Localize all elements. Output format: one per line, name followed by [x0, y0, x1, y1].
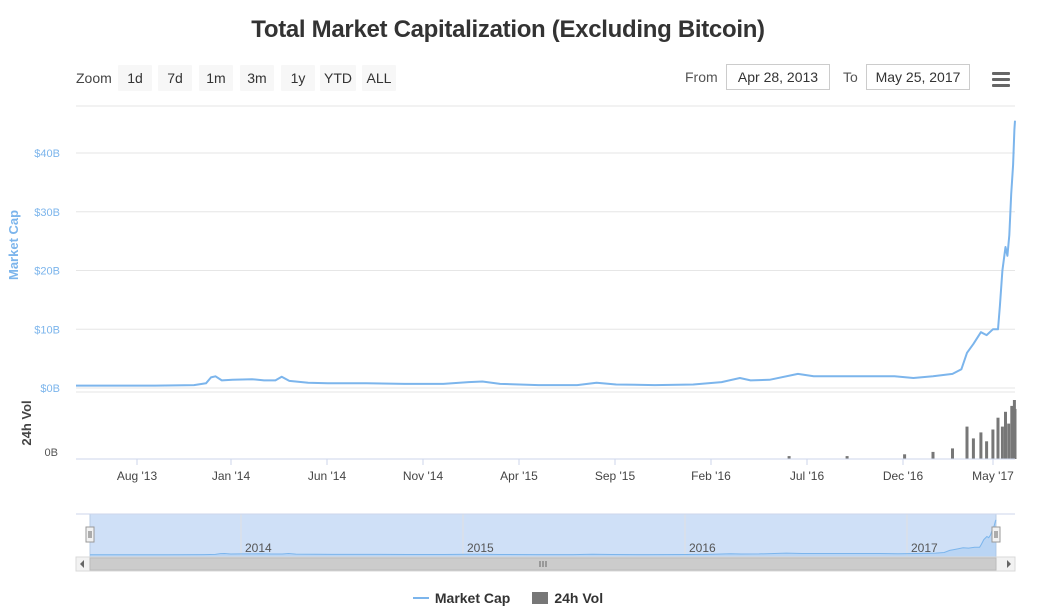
volume-bar [1000, 426, 1004, 460]
legend-item-24h-vol[interactable]: 24h Vol [532, 590, 603, 606]
zoom-3m-button[interactable]: 3m [240, 65, 274, 91]
legend-market-cap-symbol [412, 597, 429, 599]
volume-bar [845, 456, 849, 460]
volume-bar [965, 426, 969, 460]
market-cap-axis-labels: $0B $10B $20B $30B $40B [34, 148, 60, 395]
legend-market-cap-label: Market Cap [434, 590, 511, 606]
handle-body [991, 526, 1001, 543]
to-date-input[interactable]: May 25, 2017 [866, 64, 970, 90]
legend: Market Cap 24h Vol [0, 590, 1016, 606]
x-tick-label: Nov '14 [403, 469, 444, 483]
volume-bar [951, 448, 954, 459]
navigator-scrollbar[interactable] [75, 556, 1016, 572]
hamburger-menu-icon[interactable] [990, 71, 1012, 87]
y-tick-label: $0B [40, 383, 60, 395]
volume-bar [787, 456, 791, 460]
x-tick-label: Sep '15 [595, 469, 636, 483]
legend-24h-vol-symbol [532, 592, 549, 604]
navigator-series-line [90, 519, 997, 556]
volume-bar [1010, 405, 1014, 459]
from-date-input[interactable]: Apr 28, 2013 [726, 64, 830, 90]
volume-bar [931, 451, 935, 459]
zoom-7d-button[interactable]: 7d [158, 65, 192, 91]
y-tick-label: $20B [34, 266, 60, 278]
navigator-year-label: 2017 [911, 541, 938, 555]
volume-bar [996, 417, 1000, 459]
legend-24h-vol-label: 24h Vol [554, 590, 604, 606]
navigator-right-handle[interactable] [991, 526, 1001, 543]
zoom-ytd-button[interactable]: YTD [320, 65, 356, 91]
zoom-all-button[interactable]: ALL [362, 65, 396, 91]
handle-body [85, 526, 95, 543]
volume-bar [991, 429, 995, 459]
volume-series [787, 400, 1017, 460]
y-tick-label: $10B [34, 324, 60, 336]
zoom-label: Zoom [76, 70, 112, 86]
volume-bar [979, 432, 983, 459]
navigator-year-label: 2015 [467, 541, 494, 555]
x-tick-label: May '17 [972, 469, 1014, 483]
volume-y-tick-label: 0B [45, 447, 58, 459]
navigator-left-handle[interactable] [85, 526, 95, 543]
navigator-year-label: 2016 [689, 541, 716, 555]
x-tick-label: Jun '14 [308, 469, 347, 483]
y-tick-label: $40B [34, 148, 60, 160]
scroll-right-arrow-icon [1007, 560, 1011, 568]
chart-area: $0B $10B $20B $30B $40B 0B Aug '13 Jan '14 Jun… [34, 105, 1017, 572]
x-axis: Aug '13 Jan '14 Jun '14 Nov '14 Apr '15 Sep '… [76, 458, 1015, 483]
to-label: To [843, 69, 858, 85]
x-tick-label: Feb '16 [691, 469, 731, 483]
x-tick-label: Jan '14 [212, 469, 251, 483]
volume-bar [1013, 408, 1017, 459]
x-tick-label: Jul '16 [790, 469, 825, 483]
volume-bar [971, 438, 975, 459]
navigator[interactable]: 2014 2015 2016 2017 [75, 513, 1016, 572]
from-label: From [685, 69, 718, 85]
x-tick-label: Apr '15 [500, 469, 538, 483]
zoom-1y-button[interactable]: 1y [281, 65, 315, 91]
chart-title: Total Market Capitalization (Excluding B… [251, 16, 765, 43]
market-cap-series-line [76, 120, 1016, 387]
y-tick-label: $30B [34, 207, 60, 219]
volume-axis-labels: 0B [45, 447, 58, 459]
volume-bar [1004, 411, 1007, 459]
zoom-1m-button[interactable]: 1m [199, 65, 233, 91]
navigator-selected-range [89, 513, 997, 558]
volume-bar [1007, 423, 1011, 459]
x-tick-label: Dec '16 [883, 469, 924, 483]
zoom-1d-button[interactable]: 1d [118, 65, 152, 91]
x-tick-label: Aug '13 [117, 469, 158, 483]
grid-layer [76, 105, 1015, 460]
navigator-year-label: 2014 [245, 541, 272, 555]
volume-bar [985, 441, 989, 459]
legend-item-market-cap[interactable]: Market Cap [412, 590, 511, 606]
scroll-left-arrow-icon [80, 560, 84, 568]
volume-bar [903, 454, 907, 459]
